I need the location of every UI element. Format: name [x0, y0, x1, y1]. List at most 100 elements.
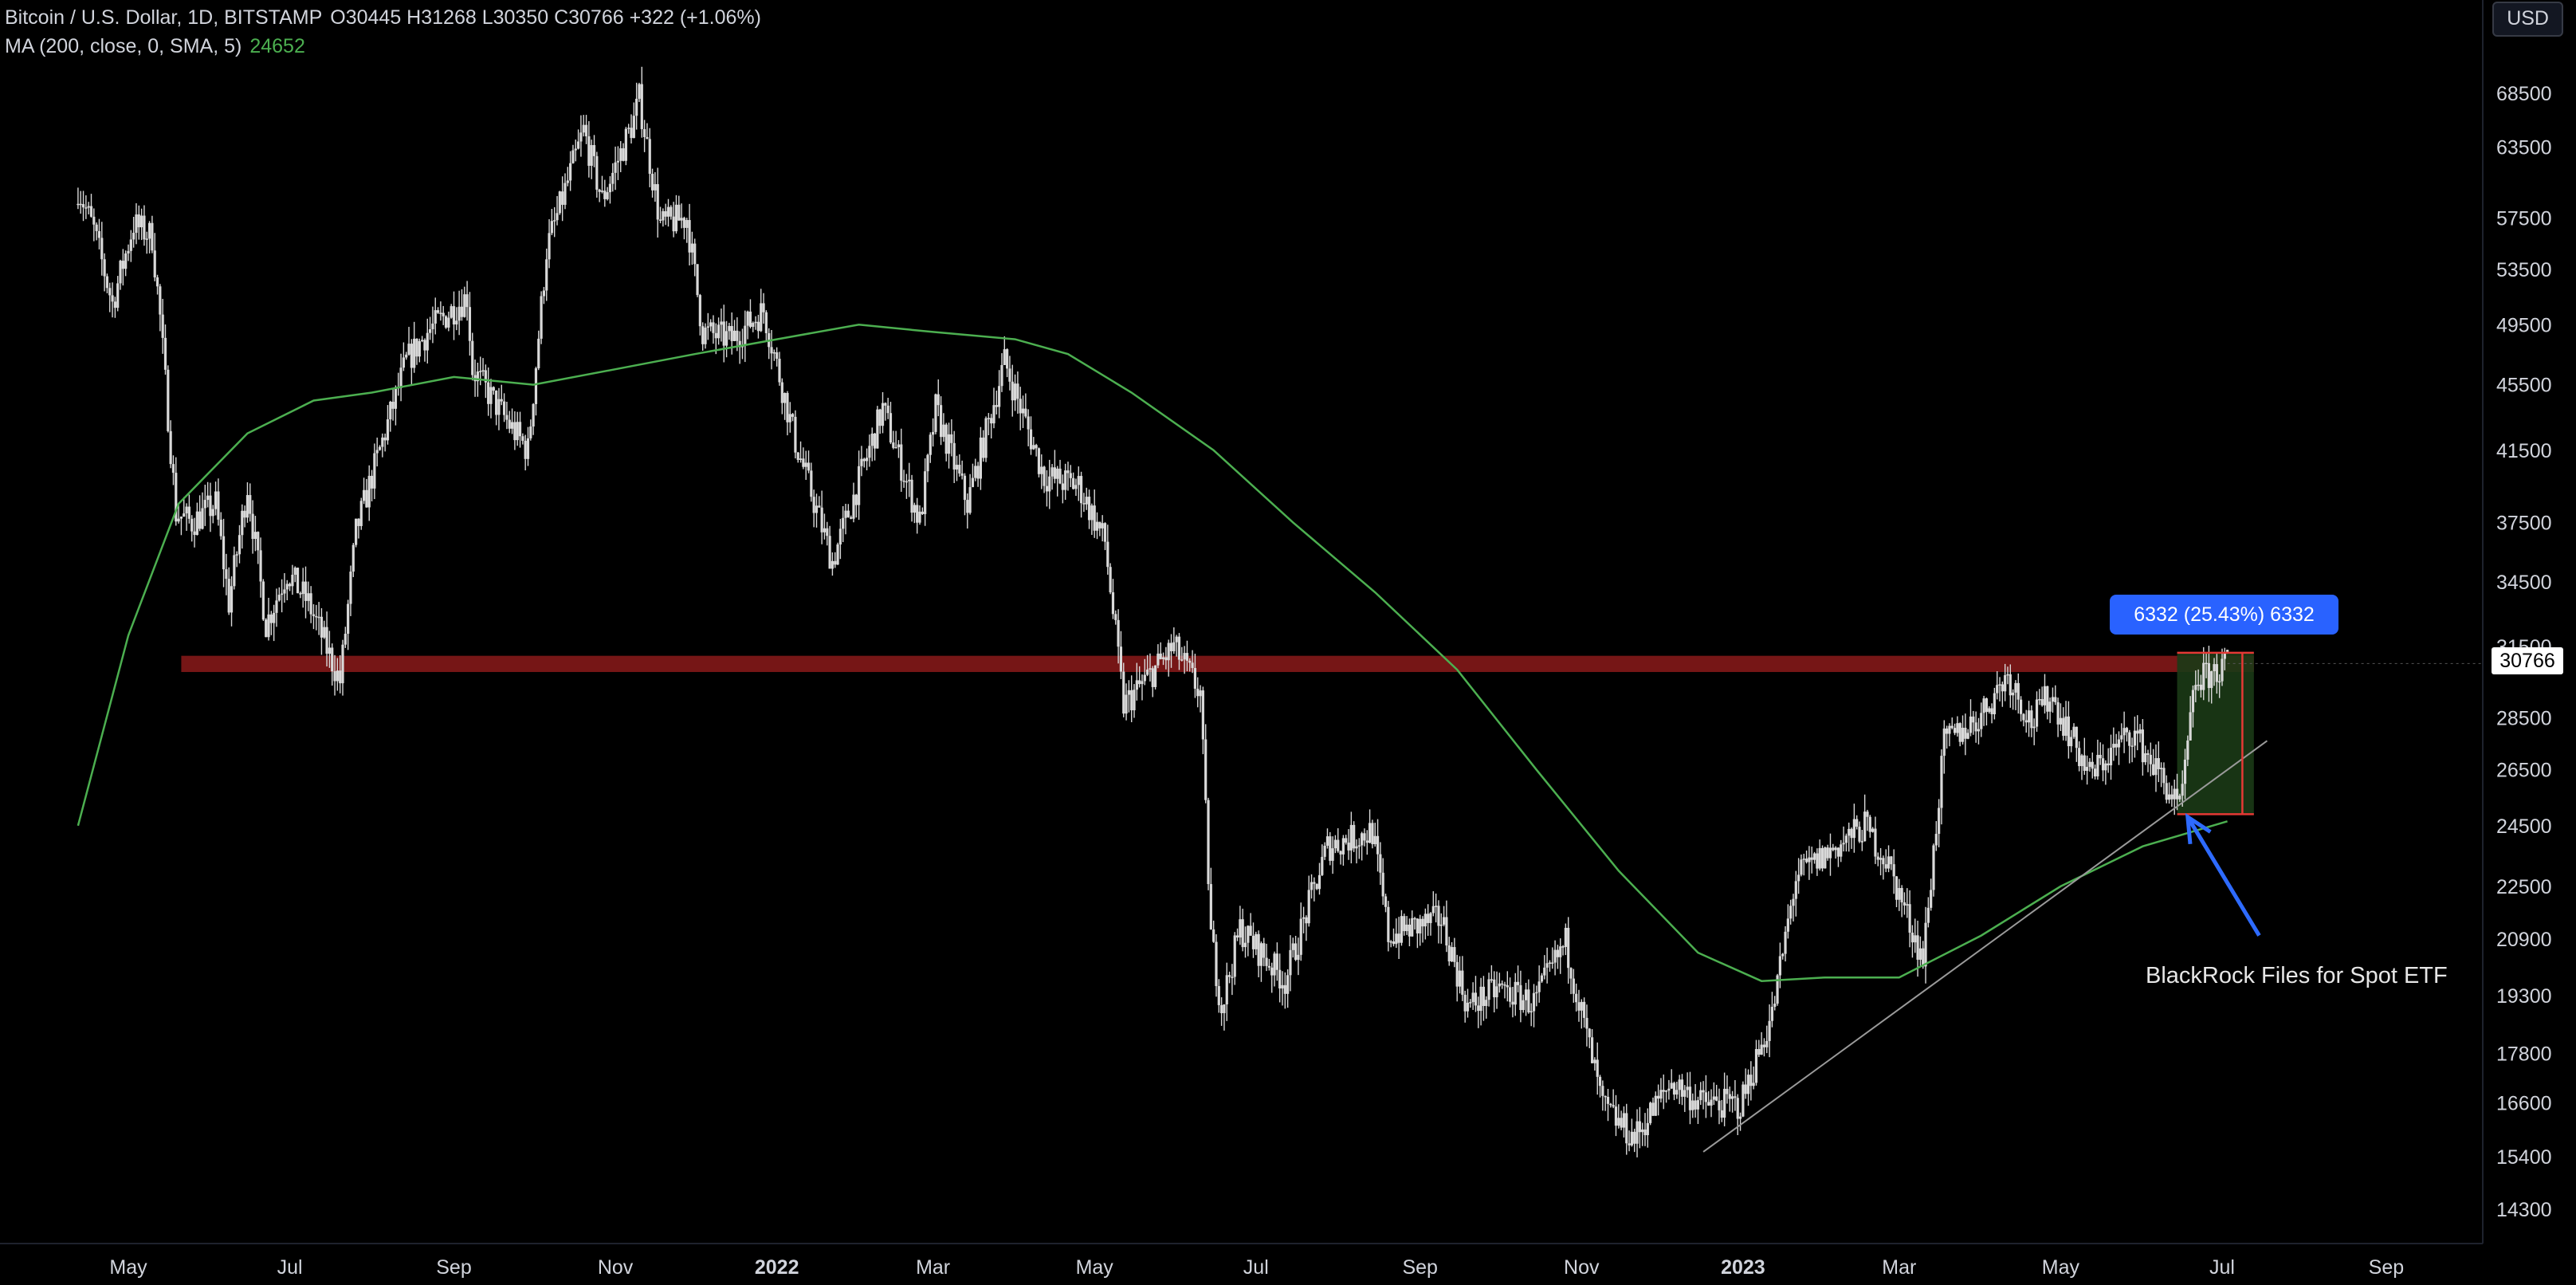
- candle-body: [836, 544, 839, 565]
- candle-body: [2043, 686, 2047, 705]
- candle-body: [1760, 1044, 1763, 1055]
- candle-body: [778, 359, 781, 383]
- candle-body: [1932, 845, 1935, 890]
- candle-body: [910, 479, 913, 513]
- candle-body: [2024, 720, 2028, 723]
- candle-body: [1302, 917, 1306, 919]
- candle-body: [1167, 642, 1170, 661]
- y-tick-label: 53500: [2496, 259, 2552, 281]
- candle-body: [1993, 693, 1996, 715]
- candle-body: [1400, 916, 1404, 943]
- candle-body: [1353, 824, 1356, 849]
- candle-body: [2051, 697, 2055, 702]
- candle-body: [1906, 904, 1909, 906]
- candle-body: [878, 409, 882, 426]
- candle-body: [1080, 476, 1083, 504]
- candle-body: [1826, 847, 1829, 859]
- candle-body: [1604, 1095, 1607, 1098]
- candle-body: [1233, 935, 1236, 977]
- candle-body: [1804, 859, 1808, 863]
- candle-body: [1914, 935, 1917, 943]
- candle-body: [153, 250, 156, 277]
- candle-body: [1357, 845, 1361, 847]
- candle-body: [1866, 811, 1869, 817]
- candle-body: [1940, 756, 1943, 808]
- candle-body: [576, 141, 580, 149]
- candle-body: [754, 321, 757, 324]
- candle-body: [1824, 847, 1827, 869]
- candle-body: [238, 535, 242, 555]
- candle-body: [1255, 933, 1258, 949]
- candle-body: [87, 206, 90, 208]
- candle-body: [1572, 978, 1575, 994]
- arrow-head: [2185, 813, 2212, 845]
- candle-body: [336, 670, 339, 682]
- candle-body: [2141, 729, 2144, 763]
- candle-body: [355, 518, 358, 545]
- currency-button[interactable]: USD: [2492, 2, 2563, 37]
- candle-body: [2091, 761, 2094, 769]
- candle-body: [1119, 646, 1123, 672]
- candle-body: [1702, 1090, 1705, 1093]
- candle-body: [744, 325, 747, 346]
- candles-layer: [77, 66, 2229, 1157]
- candle-body: [1447, 945, 1451, 962]
- candle-body: [1580, 1001, 1583, 1011]
- candle-body: [1934, 834, 1938, 846]
- indicator-row[interactable]: MA (200, close, 0, SMA, 5) 24652: [5, 32, 761, 61]
- candle-body: [1754, 1049, 1758, 1083]
- candle-body: [1946, 728, 1949, 734]
- candle-body: [2215, 664, 2218, 682]
- candle-body: [812, 497, 815, 513]
- candle-body: [1834, 847, 1837, 851]
- candle-body: [1848, 828, 1851, 836]
- y-tick-label: 19300: [2496, 985, 2552, 1008]
- candle-body: [720, 321, 723, 325]
- candle-body: [2080, 755, 2083, 767]
- candle-body: [2226, 650, 2229, 654]
- candle-body: [690, 243, 693, 253]
- candle-body: [344, 634, 347, 645]
- candle-body: [913, 505, 916, 513]
- candle-body: [1151, 668, 1154, 687]
- candle-body: [1313, 882, 1316, 884]
- candle-body: [791, 414, 795, 417]
- candle-body: [1651, 1102, 1655, 1116]
- candle-body: [1164, 657, 1168, 661]
- candle-body: [564, 183, 567, 205]
- candle-body: [1553, 949, 1557, 963]
- candle-body: [643, 129, 646, 138]
- candle-body: [2128, 732, 2131, 746]
- candle-body: [1267, 965, 1270, 968]
- candle-body: [1691, 1100, 1694, 1110]
- candle-body: [171, 464, 175, 474]
- candle-body: [293, 568, 296, 575]
- candle-body: [826, 528, 829, 536]
- candle-body: [1127, 690, 1130, 695]
- candle-body: [1948, 725, 1951, 734]
- candle-body: [944, 424, 948, 454]
- candle-body: [846, 510, 850, 517]
- candle-body: [584, 124, 588, 137]
- candle-body: [1175, 636, 1178, 642]
- candle-body: [1730, 1096, 1734, 1099]
- arrow-shaft: [2185, 815, 2261, 937]
- candle-body: [415, 338, 418, 357]
- candle-body: [2146, 753, 2150, 755]
- candle-body: [1259, 943, 1263, 966]
- annotation-text[interactable]: BlackRock Files for Spot ETF: [2146, 963, 2448, 988]
- candle-body: [2067, 716, 2070, 747]
- candle-body: [1548, 962, 1552, 964]
- candle-body: [1275, 953, 1278, 970]
- candle-body: [2107, 763, 2110, 766]
- measure-label[interactable]: 6332 (25.43%) 6332: [2110, 595, 2338, 635]
- candle-body: [706, 326, 709, 328]
- candle-body: [1225, 975, 1228, 1004]
- candle-body: [304, 581, 308, 601]
- candle-body: [2019, 699, 2023, 714]
- candle-body: [1215, 941, 1218, 987]
- candle-body: [2157, 758, 2160, 769]
- candle-body: [1874, 828, 1877, 857]
- candle-body: [1339, 851, 1342, 855]
